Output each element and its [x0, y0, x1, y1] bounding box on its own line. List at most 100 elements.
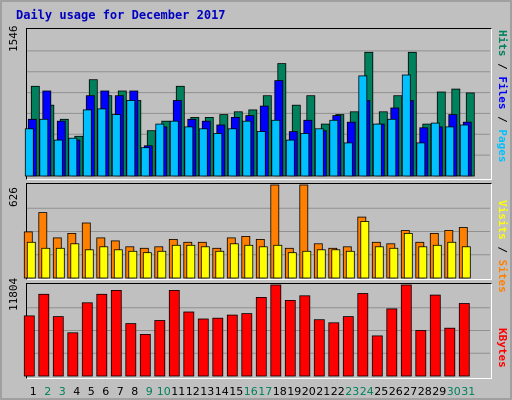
bar-kbytes-day-15	[226, 314, 238, 377]
bar-pages-day-19	[285, 139, 295, 177]
bar-pages-day-12	[184, 126, 194, 177]
bar-pages-day-4	[68, 137, 78, 177]
x-tick-label: 9	[146, 385, 153, 398]
bar-pages-day-11	[169, 120, 179, 177]
bar-pages-day-30	[445, 126, 455, 177]
bar-kbytes-day-11	[168, 289, 180, 377]
x-tick-label: 22	[331, 385, 345, 398]
bar-visits-day-6	[99, 246, 109, 279]
x-tick-label: 20	[302, 385, 316, 398]
x-tick-label: 10	[157, 385, 171, 398]
bar-pages-day-17	[256, 131, 266, 177]
x-tick-label: 1	[30, 385, 37, 398]
bar-visits-day-13	[200, 246, 210, 279]
bar-visits-day-10	[157, 250, 167, 279]
bar-pages-day-15	[227, 128, 237, 177]
bar-pages-day-26	[387, 118, 397, 177]
bar-pages-day-25	[372, 123, 382, 177]
x-tick-label: 13	[200, 385, 214, 398]
bar-visits-day-15	[229, 243, 239, 279]
x-tick-label: 17	[258, 385, 272, 398]
bar-visits-day-1	[26, 241, 36, 279]
bar-visits-day-16	[244, 244, 254, 279]
bar-kbytes-day-30	[444, 327, 456, 377]
bar-kbytes-day-25	[371, 335, 383, 377]
bar-pages-day-2	[39, 118, 49, 177]
bar-pages-day-22	[329, 119, 339, 177]
bar-pages-day-28	[416, 142, 426, 177]
bar-kbytes-day-9	[139, 333, 151, 377]
x-tick-label: 31	[461, 385, 475, 398]
x-tick-label: 24	[360, 385, 374, 398]
x-tick-label: 26	[389, 385, 403, 398]
x-tick-label: 11	[171, 385, 185, 398]
x-tick-label: 27	[403, 385, 417, 398]
bar-pages-day-21	[314, 128, 324, 177]
bar-kbytes-day-6	[96, 293, 108, 377]
bar-kbytes-day-31	[458, 303, 470, 377]
bar-pages-day-6	[97, 108, 107, 177]
bar-visits-day-7	[113, 249, 123, 279]
bar-kbytes-day-8	[125, 323, 137, 377]
x-tick-label: 25	[374, 385, 388, 398]
bar-visits-day-29	[432, 244, 442, 279]
bar-visits-day-5	[84, 249, 94, 279]
bar-pages-day-9	[140, 147, 150, 177]
bar-pages-day-8	[126, 100, 136, 177]
bar-pages-day-1	[24, 128, 34, 177]
bar-kbytes-day-23	[342, 316, 354, 377]
bar-kbytes-day-5	[81, 302, 93, 377]
bar-kbytes-day-18	[270, 284, 282, 377]
bar-pages-day-23	[343, 142, 353, 177]
bar-kbytes-day-22	[328, 322, 340, 377]
bar-pages-day-31	[459, 124, 469, 177]
bar-kbytes-day-2	[38, 293, 50, 377]
bar-visits-day-18	[273, 244, 283, 279]
x-tick-label: 15	[229, 385, 243, 398]
bar-visits-day-2	[41, 247, 51, 279]
bar-pages-day-18	[271, 119, 281, 177]
x-tick-label: 14	[215, 385, 229, 398]
bar-visits-day-14	[215, 250, 225, 279]
x-tick-label: 30	[447, 385, 461, 398]
bar-visits-day-27	[403, 232, 413, 279]
bar-pages-day-7	[111, 114, 121, 177]
bar-kbytes-day-27	[400, 284, 412, 377]
bar-pages-day-13	[198, 128, 208, 177]
bar-visits-day-30	[447, 241, 457, 279]
bar-kbytes-day-29	[429, 294, 441, 377]
bar-visits-day-24	[360, 221, 370, 279]
x-tick-label: 3	[59, 385, 66, 398]
x-tick-label: 16	[244, 385, 258, 398]
chart-title: Daily usage for December 2017	[16, 8, 226, 22]
bar-kbytes-day-16	[241, 313, 253, 377]
bar-kbytes-day-14	[212, 317, 224, 377]
bar-kbytes-day-7	[110, 289, 122, 377]
x-tick-label: 18	[273, 385, 287, 398]
bar-kbytes-day-1	[23, 315, 35, 377]
bar-kbytes-day-19	[284, 299, 296, 377]
bar-visits-day-3	[55, 247, 65, 279]
bar-kbytes-day-26	[386, 308, 398, 377]
bar-kbytes-day-20	[299, 295, 311, 377]
bar-pages-day-24	[358, 75, 368, 177]
x-tick-label: 19	[287, 385, 301, 398]
bar-kbytes-day-24	[357, 293, 369, 377]
bar-kbytes-day-13	[197, 318, 209, 377]
bar-pages-day-3	[53, 139, 63, 177]
bar-pages-day-10	[155, 123, 165, 177]
bar-pages-day-14	[213, 133, 223, 177]
bar-visits-day-20	[302, 250, 312, 279]
bar-visits-day-26	[389, 247, 399, 279]
bar-visits-day-9	[142, 252, 152, 279]
bar-visits-day-23	[345, 250, 355, 279]
bar-visits-day-22	[331, 249, 341, 279]
x-tick-label: 6	[102, 385, 109, 398]
x-tick-label: 2	[44, 385, 51, 398]
x-tick-label: 21	[316, 385, 330, 398]
x-tick-label: 8	[131, 385, 138, 398]
x-tick-label: 12	[186, 385, 200, 398]
x-tick-label: 23	[345, 385, 359, 398]
bar-kbytes-day-10	[154, 320, 166, 377]
